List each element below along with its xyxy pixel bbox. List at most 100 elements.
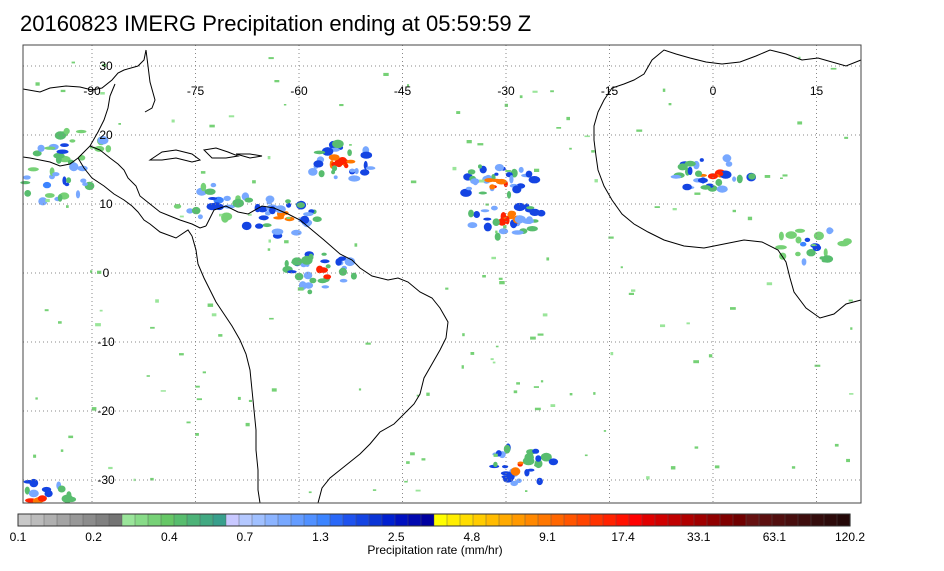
precip-cell-atlantic-disturbance-west [332, 139, 344, 149]
precip-light-cell [426, 392, 430, 396]
precip-light-cell [200, 171, 206, 174]
colorbar-swatch [420, 513, 435, 527]
precip-light-cell [219, 213, 223, 217]
precip-light-cell [45, 198, 50, 203]
precip-cell-atlantic-disturbance-east [489, 184, 496, 190]
precip-light-cell [252, 180, 256, 184]
precip-cell-atlantic-disturbance-east [509, 175, 514, 184]
precip-cell-caribbean-south-cells [191, 206, 201, 215]
precip-cell-southeast-pacific-system [44, 490, 53, 498]
precip-cell-guiana-cells [317, 278, 328, 284]
colorbar-swatch [355, 513, 370, 527]
precip-light-cell [196, 398, 202, 401]
precip-cell-pacific-central-america-cells [23, 175, 31, 180]
lon-tick-label: 15 [810, 84, 824, 98]
lat-tick-label: 0 [103, 266, 110, 280]
precip-light-cell [631, 289, 636, 292]
precip-light-cell [146, 375, 150, 377]
precip-cell-south-atlantic-front [493, 461, 498, 468]
precip-light-cell [410, 180, 417, 184]
precip-cell-venezuela-cells [285, 199, 291, 204]
colorbar-tick-label: 4.8 [463, 530, 480, 544]
precip-light-cell [569, 147, 572, 150]
precip-cell-caribbean-south-cells [186, 208, 194, 214]
precip-light-cell [284, 240, 289, 244]
precip-cell-guiana-cells [321, 252, 327, 256]
precip-cell-caribbean-south-cells [173, 204, 182, 209]
precip-cell-south-atlantic-front [534, 459, 543, 469]
colorbar-swatch [56, 513, 71, 527]
precip-light-cell [519, 95, 523, 99]
precip-cell-venezuela-cells [266, 201, 272, 205]
precip-cell-west-africa-cells [707, 173, 718, 180]
precip-light-cell [283, 104, 287, 106]
precip-cell-atlantic-disturbance-east [467, 169, 476, 175]
precip-cell-atlantic-disturbance-west [333, 175, 338, 180]
precip-cell-guiana-cells [344, 257, 356, 267]
precip-cell-south-atlantic-front [503, 444, 511, 454]
precip-cell-atlantic-disturbance-west [328, 154, 340, 161]
precip-light-cell [670, 466, 676, 470]
precip-light-cell [694, 192, 701, 195]
precip-light-cell [495, 345, 499, 348]
precip-cell-guiana-cells [309, 277, 317, 284]
precip-light-cell [207, 303, 214, 307]
colorbar-swatch [823, 513, 838, 527]
precip-cell-atlantic-disturbance-west [313, 150, 326, 155]
colorbar-tick-labels: 0.1 0.2 0.4 0.7 1.3 2.5 4.8 9.1 17.4 33.1 63.1 120.… [10, 530, 866, 544]
precip-cell-venezuela-cells [255, 223, 264, 229]
precip-light-cell [372, 489, 377, 491]
colorbar-swatch [550, 513, 565, 527]
precip-cell-atlantic-disturbance-west [318, 170, 325, 178]
precip-cell-southeast-pacific-system [66, 491, 72, 500]
precip-cell-venezuela-cells [262, 223, 272, 228]
colorbar-swatch [264, 513, 279, 527]
precip-light-cell [68, 435, 74, 439]
colorbar-swatch [17, 513, 32, 527]
precip-light-cell [513, 390, 518, 394]
precip-light-cell [66, 205, 69, 208]
precip-light-cell [503, 225, 507, 229]
map-frame-background [23, 45, 861, 503]
colorbar-tick-label: 0.1 [10, 530, 27, 544]
precip-cell-gulf-of-mexico-cells [105, 145, 112, 153]
precip-light-cell [672, 208, 677, 211]
precip-light-cell [584, 454, 588, 457]
precip-cell-guiana-cells [323, 274, 332, 280]
precip-cell-atlantic-disturbance-west [308, 168, 318, 176]
precip-light-cell [150, 326, 155, 329]
colorbar-swatch [199, 513, 214, 527]
lon-tick-label: 0 [710, 84, 717, 98]
precip-cell-west-africa-cells [722, 154, 732, 163]
graticule [23, 45, 861, 503]
precip-light-cell [485, 203, 489, 206]
axis-labels: -90 -75 -60 -45 -30 -15 0 15 30 20 10 0 -10 -20 -30 [83, 59, 823, 487]
precip-cell-west-africa-cells [677, 163, 688, 171]
precip-cell-guiana-cells [303, 271, 313, 280]
precip-light-cell [636, 129, 643, 132]
precip-light-cell [404, 480, 408, 483]
colorbar-tick-label: 0.7 [237, 530, 254, 544]
precip-cell-itcz-band [473, 211, 481, 218]
precip-cell-west-africa-cells [699, 158, 704, 162]
lat-tick-label: 30 [99, 59, 113, 73]
precip-light-cell [566, 116, 570, 121]
precip-cell-caribbean-south-cells [223, 195, 231, 202]
precip-light-cell [550, 404, 556, 407]
precip-light-cell [60, 449, 64, 452]
precip-cell-itcz-band [491, 205, 498, 211]
precip-light-cell [490, 358, 494, 361]
precip-light-cell [415, 489, 421, 492]
precip-light-cell [646, 476, 650, 480]
precip-light-cell [591, 150, 595, 153]
precip-cell-venezuela-cells [257, 206, 268, 213]
precip-cell-guiana-cells [339, 278, 348, 283]
precip-light-cell [662, 88, 666, 92]
colorbar-swatch [30, 513, 45, 527]
precip-light-cell [33, 454, 37, 458]
precip-light-cell [814, 364, 821, 367]
precip-cell-atlantic-disturbance-east [506, 191, 512, 199]
precip-cell-pacific-central-america-cells [57, 194, 63, 202]
precip-light-cell [780, 177, 783, 179]
precip-cell-south-atlantic-front [536, 477, 543, 486]
